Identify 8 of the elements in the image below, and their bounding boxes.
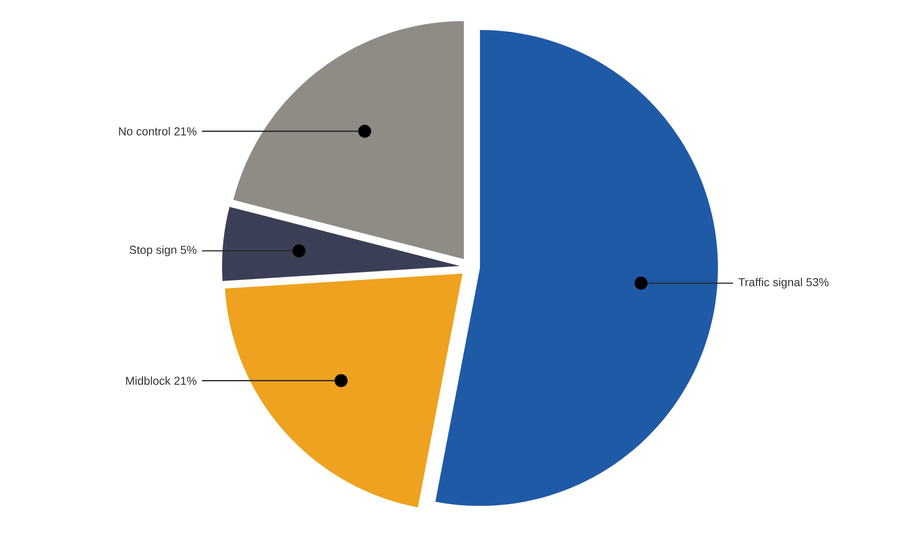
data-label: 53% <box>806 278 829 286</box>
slice-label: Stop sign <box>130 245 176 256</box>
slice-label: Traffic signal <box>738 278 802 289</box>
data-label: 21% <box>174 127 196 136</box>
data-label: 21% <box>174 376 196 385</box>
slice-label: No control <box>119 127 170 136</box>
slice-label: Midblock <box>126 376 171 385</box>
data-label: 5% <box>180 246 196 254</box>
